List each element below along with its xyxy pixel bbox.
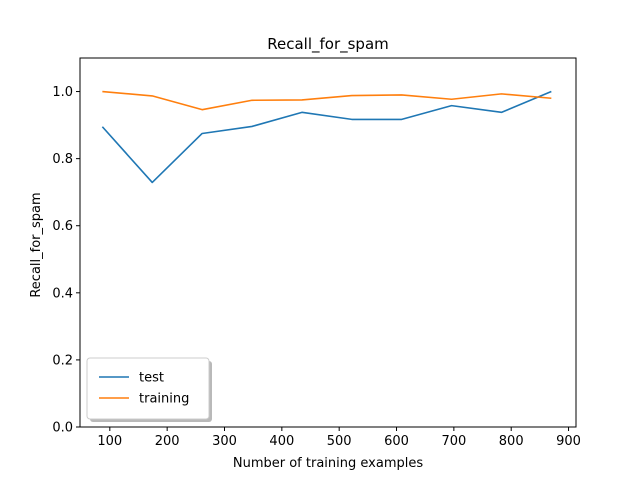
y-tick-label: 0.4	[52, 286, 73, 301]
x-tick-label: 300	[212, 434, 237, 449]
x-tick-label: 400	[269, 434, 294, 449]
y-tick-label: 0.8	[52, 152, 73, 167]
legend-label-training: training	[139, 392, 189, 407]
y-tick-label: 0.0	[52, 421, 73, 436]
x-tick-label: 700	[441, 434, 466, 449]
y-tick-label: 1.0	[52, 85, 73, 100]
x-tick-label: 500	[327, 434, 352, 449]
x-tick-label: 800	[499, 434, 524, 449]
x-tick-label: 900	[556, 434, 581, 449]
plot-area: 100 200 300 400 500 600 700 800 900 0.0 0.2 0.4 0.6 0…	[52, 57, 581, 449]
legend-box	[86, 357, 210, 420]
legend: test training	[86, 357, 212, 422]
y-tick-label: 0.6	[52, 219, 73, 234]
series-line-training	[102, 90, 552, 111]
y-tick-label: 0.2	[52, 353, 73, 368]
legend-label-test: test	[139, 371, 164, 386]
chart-title: Recall_for_spam	[267, 35, 389, 54]
x-tick-label: 200	[155, 434, 180, 449]
x-axis-label: Number of training examples	[233, 456, 423, 471]
series-line-test	[101, 90, 552, 184]
y-axis-label: Recall_for_spam	[29, 192, 44, 297]
x-tick-label: 100	[97, 434, 122, 449]
x-tick-label: 600	[384, 434, 409, 449]
axes-frame	[79, 57, 577, 428]
